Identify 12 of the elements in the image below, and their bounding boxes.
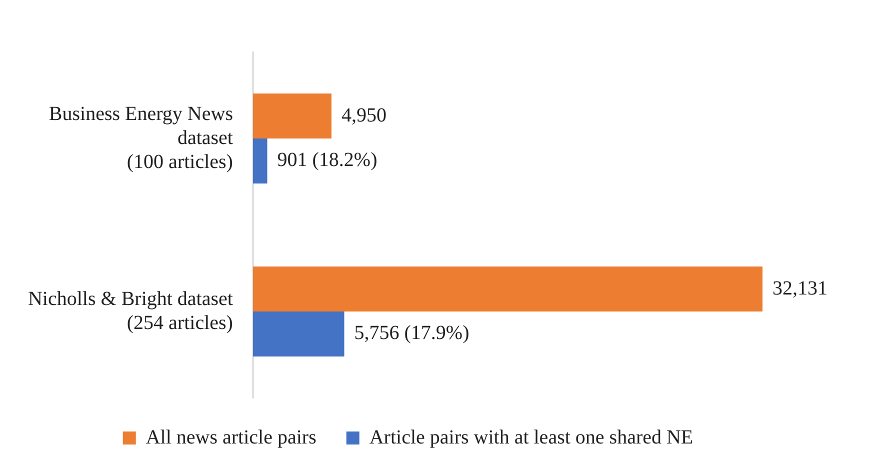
y-tick-label: Business Energy News dataset (100 articles): [48, 102, 234, 173]
y-tick-label: Nicholls & Bright dataset (254 articles): [28, 288, 234, 334]
data-label: 32,131: [772, 277, 828, 300]
bar: [252, 312, 344, 356]
legend-label: Article pairs with at least one shared NE: [369, 426, 694, 448]
bar: [252, 138, 268, 184]
bar: [252, 266, 763, 312]
bar: [252, 94, 332, 138]
data-label: 4,950: [341, 104, 386, 126]
data-label: 5,756 (17.9%): [354, 322, 470, 344]
legend-label: All news article pairs: [146, 426, 317, 448]
data-label: 901 (18.2%): [277, 149, 378, 172]
